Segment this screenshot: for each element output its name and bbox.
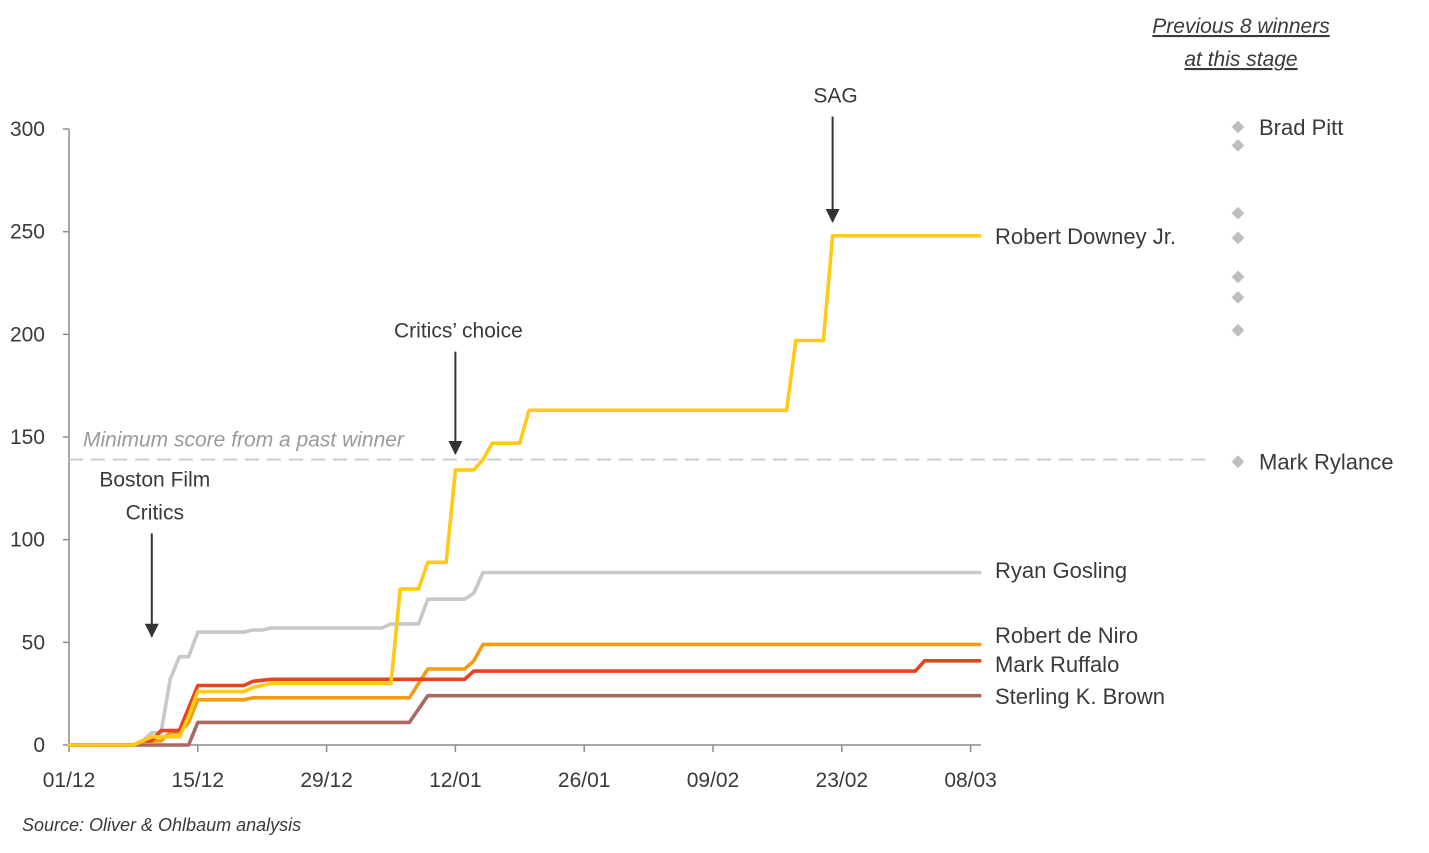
- previous-winner-point: [1231, 291, 1245, 304]
- y-tick-label: 50: [22, 631, 45, 654]
- series-label-sterling-k-brown: Sterling K. Brown: [995, 684, 1165, 709]
- previous-winners-points: [1231, 120, 1245, 469]
- y-tick-label: 150: [10, 426, 45, 449]
- previous-winner-point: [1231, 323, 1245, 337]
- series-line-mark-ruffalo: [67, 658, 982, 747]
- annotation-label: SAG: [813, 85, 857, 108]
- annotations: Boston Film Critics Critics’ choice SAG: [99, 85, 858, 638]
- annotation-label: Boston Film: [99, 468, 210, 491]
- series-label-mark-ruffalo: Mark Ruffalo: [995, 652, 1119, 677]
- previous-winner-point: [1231, 231, 1245, 245]
- series-label-robert-de-niro: Robert de Niro: [995, 623, 1138, 648]
- y-tick-label: 100: [10, 529, 45, 552]
- reference-line-label: Minimum score from a past winner: [83, 429, 405, 452]
- x-tick-label: 29/12: [300, 769, 353, 792]
- reference-line-group: Minimum score from a past winner: [69, 429, 1213, 461]
- previous-winner-point: [1231, 270, 1245, 284]
- previous-winner-label-brad-pitt: Brad Pitt: [1259, 115, 1343, 140]
- source-note: Source: Oliver & Ohlbaum analysis: [22, 815, 301, 835]
- y-tick-label: 0: [33, 734, 45, 757]
- previous-winner-point: [1231, 455, 1245, 469]
- y-tick-label: 300: [10, 118, 45, 141]
- previous-winners-title-line-1: Previous 8 winners: [1152, 15, 1330, 38]
- x-tick-label: 23/02: [816, 769, 869, 792]
- series-labels: Robert Downey Jr. Ryan Gosling Robert de N…: [995, 224, 1176, 709]
- x-tick-label: 09/02: [687, 769, 740, 792]
- series-label-robert-downey-jr: Robert Downey Jr.: [995, 224, 1176, 249]
- y-tick-label: 250: [10, 221, 45, 244]
- series-line-ryan-gosling: [67, 570, 982, 747]
- previous-winner-point: [1231, 206, 1245, 220]
- x-tick-label: 26/01: [558, 769, 611, 792]
- x-ticks: 01/12 15/12 29/12 12/01 26/01 09/02 23/02 08/03: [43, 745, 997, 792]
- series-line-robert-downey-jr: [67, 234, 982, 747]
- x-tick-label: 01/12: [43, 769, 96, 792]
- previous-winners-title-line-2: at this stage: [1184, 48, 1297, 71]
- previous-winners-panel: Previous 8 winners at this stage Brad Pi…: [1152, 15, 1393, 475]
- annotation-label: Critics’ choice: [394, 320, 523, 343]
- y-tick-label: 200: [10, 323, 45, 346]
- previous-winner-point: [1231, 139, 1245, 152]
- series-line-sterling-k-brown: [67, 693, 982, 747]
- x-tick-label: 08/03: [944, 769, 997, 792]
- x-tick-label: 15/12: [172, 769, 225, 792]
- previous-winner-point: [1231, 120, 1245, 134]
- annotation-label: Critics: [126, 501, 184, 524]
- y-ticks: 0 50 100 150 200 250 300: [10, 118, 69, 757]
- series-label-ryan-gosling: Ryan Gosling: [995, 558, 1127, 583]
- axes: 0 50 100 150 200 250 300 01/12 15/12 29/12 12/01 2…: [10, 118, 997, 792]
- x-tick-label: 12/01: [429, 769, 482, 792]
- previous-winner-label-mark-rylance: Mark Rylance: [1259, 450, 1393, 475]
- series-lines: [67, 234, 982, 747]
